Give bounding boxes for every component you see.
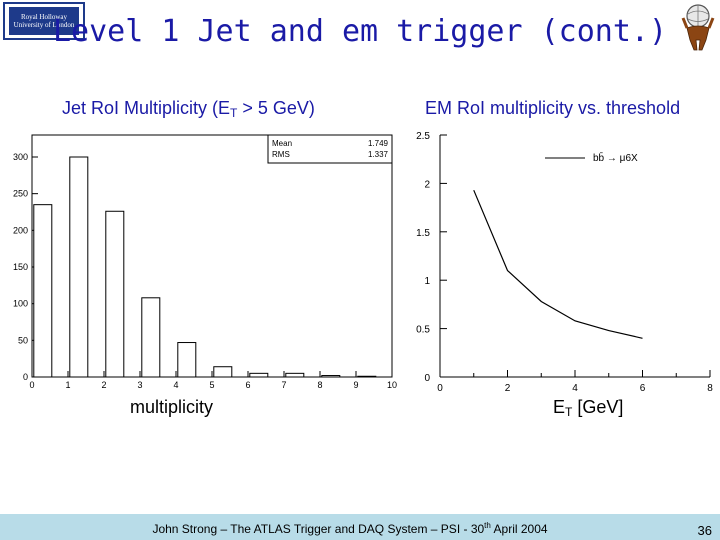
y-tick-label: 50 <box>18 335 28 345</box>
y-tick-label: 250 <box>13 189 28 199</box>
histogram-bar <box>357 375 377 378</box>
logo-line-2: University of London <box>13 21 75 29</box>
y-tick-label: 1.5 <box>416 228 430 239</box>
series-line <box>473 189 643 339</box>
y-tick-label: 0 <box>424 373 430 384</box>
legend-label: bb̄ → μ6X <box>593 151 638 164</box>
histogram-bar <box>213 366 233 378</box>
histogram-bar <box>69 156 89 378</box>
x-tick-label: 8 <box>317 380 322 390</box>
footer-bar: John Strong – The ATLAS Trigger and DAQ … <box>0 514 720 540</box>
left-plot-title: Jet RoI Multiplicity (ET > 5 GeV) <box>62 98 315 120</box>
x-tick-label: 4 <box>572 383 578 394</box>
x-tick-label: 3 <box>137 380 142 390</box>
stats-box <box>267 134 393 164</box>
histogram-bar <box>105 210 125 378</box>
right-plot-title: EM RoI multiplicity vs. threshold <box>425 98 681 118</box>
x-tick-label: 7 <box>281 380 286 390</box>
x-tick-label: 2 <box>101 380 106 390</box>
x-tick-label: 4 <box>173 380 178 390</box>
stats-label: Mean <box>272 139 292 148</box>
histogram-bar <box>177 342 197 378</box>
logo-line-1: Royal Holloway <box>20 13 68 21</box>
stats-label: RMS <box>272 150 290 159</box>
x-tick-label: 2 <box>505 383 511 394</box>
page-number: 36 <box>697 523 712 538</box>
stats-value: 1.337 <box>368 150 389 159</box>
y-tick-label: 2 <box>424 179 430 190</box>
histogram-bar <box>33 204 53 378</box>
y-tick-label: 0.5 <box>416 325 430 336</box>
em-roi-threshold-plot: 0 0.5 1 1.5 2 2.5 0 2 4 6 8 bb̄ → μ6X <box>416 131 713 394</box>
jet-roi-histogram: 0 50 100 150 200 250 300 0 1 2 3 4 5 6 7 8 9 10 Mean 1.749 R… <box>13 134 397 390</box>
histogram-bar <box>285 372 305 378</box>
stats-value: 1.749 <box>368 139 389 148</box>
x-tick-label: 6 <box>640 383 646 394</box>
x-tick-label: 9 <box>353 380 358 390</box>
x-tick-label: 5 <box>209 380 214 390</box>
left-xlabel: multiplicity <box>130 397 214 417</box>
y-tick-label: 2.5 <box>416 131 430 142</box>
histogram-bar <box>249 372 269 378</box>
page-title: Level 1 Jet and em trigger (cont.) <box>52 14 668 49</box>
x-tick-label: 0 <box>437 383 443 394</box>
x-tick-label: 6 <box>245 380 250 390</box>
y-tick-label: 100 <box>13 299 28 309</box>
right-xlabel: ET [GeV] <box>553 397 624 419</box>
y-tick-label: 300 <box>13 152 28 162</box>
university-logo: Royal Holloway University of London <box>3 2 85 40</box>
x-tick-label: 10 <box>387 380 397 390</box>
y-tick-label: 1 <box>424 276 430 287</box>
y-tick-label: 150 <box>13 262 28 272</box>
x-tick-label: 0 <box>29 380 34 390</box>
x-tick-label: 8 <box>707 383 713 394</box>
x-tick-label: 1 <box>65 380 70 390</box>
atlas-figure-icon <box>681 4 715 51</box>
footer-citation: John Strong – The ATLAS Trigger and DAQ … <box>152 521 548 536</box>
histogram-bar <box>321 375 341 378</box>
y-tick-label: 200 <box>13 225 28 235</box>
histogram-bar <box>141 297 161 378</box>
y-tick-label: 0 <box>23 372 28 382</box>
